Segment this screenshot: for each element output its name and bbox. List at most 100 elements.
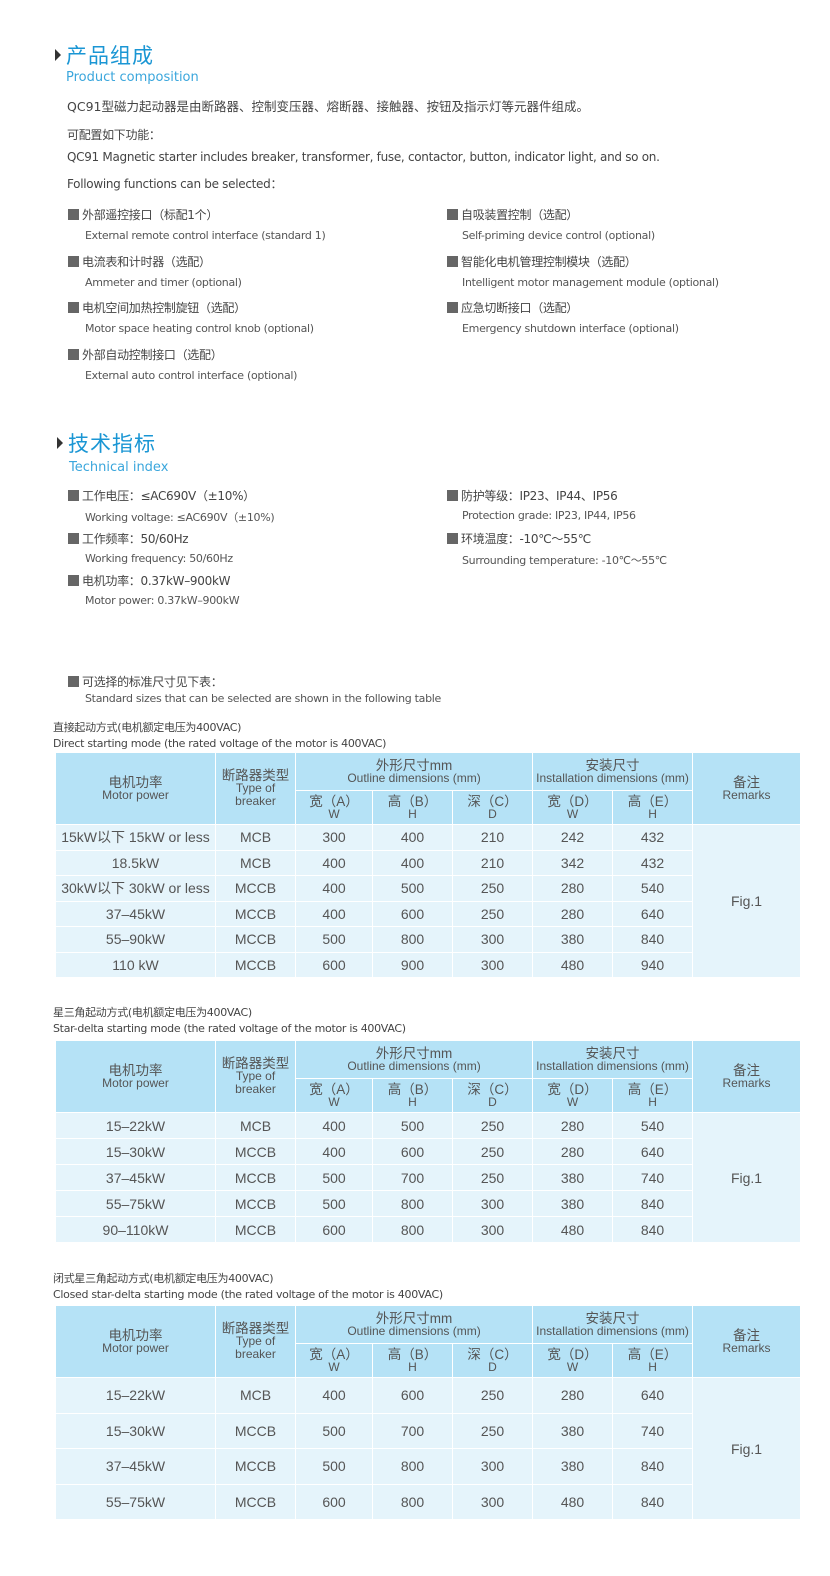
table-cell: 800 bbox=[372, 1216, 453, 1243]
bullet-square-icon bbox=[447, 490, 458, 501]
header-outline-dimensions: 外形尺寸mm Outline dimensions (mm) bbox=[294, 1305, 534, 1344]
feature-zh: 应急切断接口（选配） bbox=[447, 299, 578, 316]
header-breaker-type-zh: 断路器类型 bbox=[221, 768, 290, 783]
header-installation-dimensions: 安装尺寸 Installation dimensions (mm) bbox=[532, 1305, 694, 1344]
table-cell: 540 bbox=[612, 875, 694, 902]
table-cell: 432 bbox=[612, 849, 694, 876]
table-cell: 37–45kW bbox=[55, 1448, 216, 1485]
header-breaker-type-zh: 断路器类型 bbox=[221, 1321, 290, 1336]
table-cell: 432 bbox=[612, 824, 694, 851]
table-row: 37–45kW MCCB 500 800 300 380 840 bbox=[55, 1448, 801, 1485]
feature-zh: 电流表和计时器（选配） bbox=[68, 253, 211, 270]
header-sub-col: 宽（D） W bbox=[532, 790, 614, 825]
table-cell: 500 bbox=[295, 1164, 373, 1191]
table-cell: 280 bbox=[532, 900, 614, 927]
header-breaker-type-zh: 断路器类型 bbox=[221, 1056, 290, 1071]
header-outline-dimensions-en: Outline dimensions (mm) bbox=[347, 1058, 481, 1073]
header-sub-zh: 高（B） bbox=[387, 1081, 438, 1097]
header-sub-zh: 高（B） bbox=[387, 1346, 438, 1362]
spec-en: Protection grade: IP23, IP44, IP56 bbox=[462, 509, 636, 522]
header-remarks: 备注 Remarks bbox=[692, 752, 802, 825]
table-cell: 15–22kW bbox=[55, 1112, 216, 1139]
table-cell: 800 bbox=[372, 1483, 453, 1520]
table-cell: 210 bbox=[451, 849, 534, 876]
feature-zh-text: 外部遥控接口（标配1个） bbox=[82, 208, 219, 222]
feature-en: Intelligent motor management module (opt… bbox=[462, 275, 719, 289]
size-table: 电机功率 Motor power 断路器类型 Type of breaker 外形尺寸m… bbox=[55, 1305, 802, 1520]
table-row: 15–22kW MCB 400 600 250 280 640 Fig.1 bbox=[55, 1377, 802, 1520]
header-outline-dimensions: 外形尺寸mm Outline dimensions (mm) bbox=[294, 752, 534, 791]
table-row: 55–90kW MCCB 500 800 300 380 840 bbox=[55, 926, 801, 953]
spec-zh: 工作电压：≤AC690V（±10%） bbox=[68, 487, 255, 504]
header-sub-col: 深（C） D bbox=[451, 1343, 534, 1378]
header-sub-zh: 深（C） bbox=[467, 1346, 518, 1362]
header-outline-dimensions: 外形尺寸mm Outline dimensions (mm) bbox=[294, 1040, 534, 1079]
header-sub-en: W bbox=[328, 1094, 340, 1109]
table-row: 15–30kW MCCB 400 600 250 280 640 bbox=[55, 1138, 801, 1165]
header-installation-dimensions-zh: 安装尺寸 bbox=[585, 1310, 640, 1326]
table-cell: MCB bbox=[215, 824, 296, 851]
table-row: 30kW以下 30kW or less MCCB 400 500 250 280 540 bbox=[55, 875, 801, 902]
header-sub-col: 宽（A） W bbox=[295, 1078, 373, 1113]
table-cell: MCB bbox=[215, 849, 296, 876]
table-cell: 940 bbox=[612, 951, 694, 978]
table-cell: 840 bbox=[612, 1190, 694, 1217]
table-cell: 400 bbox=[295, 1377, 373, 1414]
table-header-row: 电机功率 Motor power 断路器类型 Type of breaker 外形尺寸m… bbox=[55, 1305, 802, 1378]
table-cell: 600 bbox=[372, 1377, 453, 1414]
header-sub-en: H bbox=[408, 1359, 417, 1374]
header-motor-power-zh: 电机功率 bbox=[108, 1327, 163, 1343]
feature-en: Ammeter and timer (optional) bbox=[85, 275, 242, 289]
header-outline-dimensions-en: Outline dimensions (mm) bbox=[347, 1323, 481, 1338]
table-cell: 300 bbox=[451, 926, 534, 953]
header-sub-zh: 宽（A） bbox=[309, 1346, 359, 1362]
bullet-square-icon bbox=[68, 575, 79, 586]
bullet-square-icon bbox=[68, 490, 79, 501]
table-cell: 210 bbox=[451, 824, 534, 851]
header-sub-zh: 高（E） bbox=[627, 1346, 678, 1362]
header-motor-power-zh: 电机功率 bbox=[108, 1062, 163, 1078]
header-sub-zh: 宽（D） bbox=[547, 793, 598, 809]
header-sub-zh: 高（B） bbox=[387, 793, 438, 809]
header-motor-power: 电机功率 Motor power bbox=[55, 752, 216, 825]
table-cell: 840 bbox=[612, 1448, 694, 1485]
remarks-cell: Fig.1 bbox=[692, 824, 802, 978]
table-cell: 300 bbox=[295, 824, 373, 851]
table-cell: 380 bbox=[532, 1190, 614, 1217]
header-sub-col: 高（B） H bbox=[372, 790, 453, 825]
table-caption-zh: 闭式星三角起动方式(电机额定电压为400VAC) bbox=[53, 1272, 274, 1285]
table-cell: 250 bbox=[451, 1377, 534, 1414]
table-cell: 55–75kW bbox=[55, 1483, 216, 1520]
feature-en: External remote control interface (stand… bbox=[85, 229, 326, 242]
feature-en: Motor space heating control knob (option… bbox=[85, 322, 314, 335]
table-cell: MCB bbox=[215, 1377, 296, 1414]
header-outline-dimensions-zh: 外形尺寸mm bbox=[375, 1310, 453, 1326]
table-cell: 540 bbox=[612, 1112, 694, 1139]
feature-zh: 外部遥控接口（标配1个） bbox=[68, 206, 218, 223]
header-sub-col: 宽（D） W bbox=[532, 1343, 614, 1378]
spec-zh: 环境温度：-10℃～55℃ bbox=[447, 530, 591, 547]
table-cell: MCCB bbox=[215, 875, 296, 902]
table-cell: 250 bbox=[451, 900, 534, 927]
section-title-technical: 技术指标 bbox=[68, 432, 156, 456]
header-sub-en: W bbox=[566, 806, 579, 821]
table-cell: 90–110kW bbox=[55, 1216, 216, 1243]
table-cell: 280 bbox=[532, 1112, 614, 1139]
spec-en: Working voltage: ≤AC690V（±10%) bbox=[85, 511, 275, 524]
table-cell: 380 bbox=[532, 1448, 614, 1485]
table-caption-zh: 直接起动方式(电机额定电压为400VAC) bbox=[53, 721, 242, 734]
header-remarks-zh: 备注 bbox=[733, 1062, 761, 1078]
spec-en: Motor power: 0.37kW–900kW bbox=[85, 594, 240, 607]
table-cell: 500 bbox=[372, 875, 453, 902]
header-sub-en: H bbox=[648, 1359, 657, 1374]
section-subtitle-technical: Technical index bbox=[69, 460, 169, 475]
table-cell: 15–22kW bbox=[55, 1377, 216, 1414]
header-remarks-en: Remarks bbox=[722, 787, 771, 802]
table-row: 37–45kW MCCB 500 700 250 380 740 bbox=[55, 1164, 801, 1191]
header-sub-en: H bbox=[408, 806, 417, 821]
table-row: 90–110kW MCCB 600 800 300 480 840 bbox=[55, 1216, 801, 1243]
table-cell: 400 bbox=[295, 1112, 373, 1139]
header-sub-col: 高（B） H bbox=[372, 1078, 453, 1113]
table-cell: MCB bbox=[215, 1112, 296, 1139]
